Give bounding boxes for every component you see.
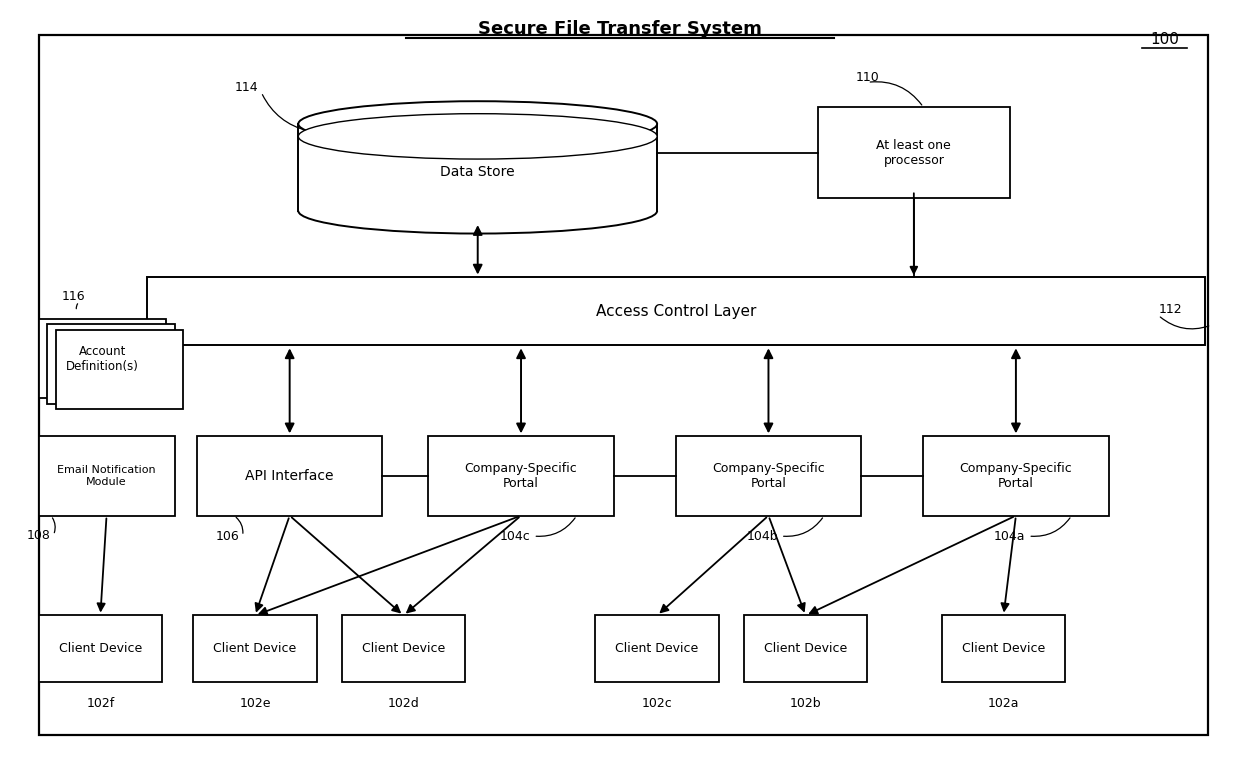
FancyBboxPatch shape: [342, 616, 465, 682]
Text: Access Control Layer: Access Control Layer: [596, 304, 756, 319]
Bar: [299, 124, 657, 211]
Text: At least one
processor: At least one processor: [877, 139, 951, 167]
Text: Client Device: Client Device: [213, 642, 296, 655]
Text: 102a: 102a: [988, 697, 1019, 710]
FancyBboxPatch shape: [56, 329, 184, 409]
Text: 104b: 104b: [746, 530, 777, 543]
FancyBboxPatch shape: [38, 436, 175, 515]
Text: Client Device: Client Device: [58, 642, 143, 655]
Text: Client Device: Client Device: [615, 642, 699, 655]
Text: Client Device: Client Device: [764, 642, 847, 655]
FancyBboxPatch shape: [38, 616, 162, 682]
Text: Account
Definition(s): Account Definition(s): [66, 345, 139, 373]
Text: Company-Specific
Portal: Company-Specific Portal: [960, 462, 1073, 490]
Ellipse shape: [299, 114, 657, 159]
FancyBboxPatch shape: [818, 107, 1009, 198]
FancyBboxPatch shape: [744, 616, 868, 682]
FancyBboxPatch shape: [38, 319, 166, 398]
Text: 102d: 102d: [388, 697, 419, 710]
Text: Company-Specific
Portal: Company-Specific Portal: [465, 462, 578, 490]
FancyBboxPatch shape: [595, 616, 719, 682]
Text: Secure File Transfer System: Secure File Transfer System: [479, 20, 761, 39]
FancyBboxPatch shape: [923, 436, 1109, 515]
Text: 102c: 102c: [642, 697, 672, 710]
Text: Email Notification
Module: Email Notification Module: [57, 465, 156, 487]
FancyBboxPatch shape: [38, 36, 1208, 735]
FancyBboxPatch shape: [197, 436, 382, 515]
Text: Client Device: Client Device: [362, 642, 445, 655]
Text: Client Device: Client Device: [962, 642, 1045, 655]
FancyBboxPatch shape: [941, 616, 1065, 682]
FancyBboxPatch shape: [148, 277, 1205, 345]
Text: 102f: 102f: [87, 697, 114, 710]
Ellipse shape: [299, 101, 657, 146]
Text: 102b: 102b: [790, 697, 821, 710]
Text: 110: 110: [856, 71, 879, 83]
Text: 104c: 104c: [500, 530, 531, 543]
Text: Company-Specific
Portal: Company-Specific Portal: [712, 462, 825, 490]
Text: 114: 114: [234, 81, 258, 94]
FancyBboxPatch shape: [47, 324, 175, 404]
Text: 100: 100: [1149, 32, 1179, 47]
Text: API Interface: API Interface: [246, 469, 334, 483]
Text: 102e: 102e: [239, 697, 270, 710]
Text: 108: 108: [26, 529, 51, 542]
Text: 106: 106: [216, 530, 239, 543]
FancyBboxPatch shape: [193, 616, 317, 682]
Text: Data Store: Data Store: [440, 165, 515, 179]
FancyBboxPatch shape: [428, 436, 614, 515]
FancyBboxPatch shape: [676, 436, 862, 515]
Text: 116: 116: [61, 290, 86, 303]
Text: 112: 112: [1158, 303, 1183, 316]
Text: 104a: 104a: [994, 530, 1025, 543]
